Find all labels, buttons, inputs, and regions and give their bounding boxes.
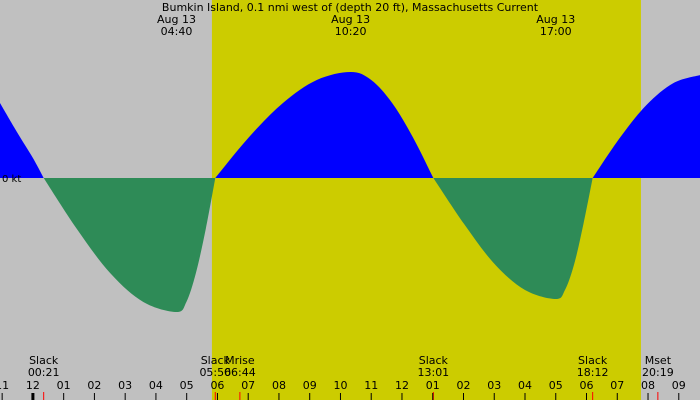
x-tick-label: 12 bbox=[395, 379, 409, 392]
x-tick-label: 04 bbox=[149, 379, 163, 392]
x-tick-label: 05 bbox=[180, 379, 194, 392]
event-time: 06:44 bbox=[224, 366, 256, 379]
event-label: Slack bbox=[419, 354, 449, 367]
x-tick-label: 11 bbox=[0, 379, 9, 392]
ebb-area bbox=[433, 178, 593, 299]
x-tick-label: 11 bbox=[364, 379, 378, 392]
event-time: 05:56 bbox=[199, 366, 231, 379]
y-tick-label: 0 kt bbox=[2, 174, 21, 185]
x-tick-label: 02 bbox=[87, 379, 101, 392]
x-tick-label: 07 bbox=[610, 379, 624, 392]
flood-area bbox=[215, 72, 434, 178]
x-tick-label: 02 bbox=[456, 379, 470, 392]
x-tick-label: 10 bbox=[333, 379, 347, 392]
ebb-area bbox=[43, 178, 216, 312]
x-tick-label: 08 bbox=[272, 379, 286, 392]
event-time: 18:12 bbox=[577, 366, 609, 379]
event-time: 00:21 bbox=[28, 366, 60, 379]
flood-area bbox=[592, 75, 700, 178]
x-tick-label: 06 bbox=[580, 379, 594, 392]
x-tick-label: 05 bbox=[549, 379, 563, 392]
x-tick-label: 09 bbox=[672, 379, 686, 392]
extreme-date: Aug 13 bbox=[157, 13, 196, 26]
event-label: Slack bbox=[578, 354, 608, 367]
x-tick-label: 06 bbox=[210, 379, 224, 392]
event-label: Mset bbox=[645, 354, 672, 367]
x-tick-label: 01 bbox=[426, 379, 440, 392]
extreme-time: 10:20 bbox=[335, 25, 367, 38]
x-tick-label: 08 bbox=[641, 379, 655, 392]
x-tick-label: 04 bbox=[518, 379, 532, 392]
event-label: Mrise bbox=[225, 354, 255, 367]
extreme-time: 17:00 bbox=[540, 25, 572, 38]
x-tick-label: 03 bbox=[487, 379, 501, 392]
extreme-date: Aug 13 bbox=[331, 13, 370, 26]
chart-title: Bumkin Island, 0.1 nmi west of (depth 20… bbox=[162, 1, 539, 14]
event-label: Slack bbox=[29, 354, 59, 367]
extreme-date: Aug 13 bbox=[536, 13, 575, 26]
x-tick-label: 12 bbox=[26, 379, 40, 392]
event-time: 20:19 bbox=[642, 366, 674, 379]
flood-area bbox=[0, 103, 44, 178]
extreme-time: 04:40 bbox=[161, 25, 193, 38]
x-tick-label: 03 bbox=[118, 379, 132, 392]
event-label: Slack bbox=[201, 354, 231, 367]
event-time: 13:01 bbox=[417, 366, 449, 379]
x-tick-label: 07 bbox=[241, 379, 255, 392]
x-tick-label: 01 bbox=[57, 379, 71, 392]
x-tick-label: 09 bbox=[303, 379, 317, 392]
